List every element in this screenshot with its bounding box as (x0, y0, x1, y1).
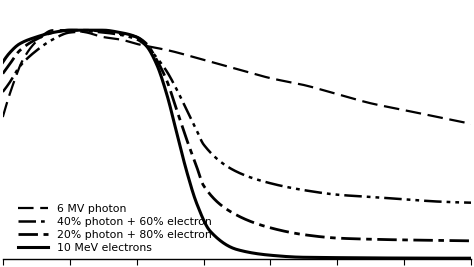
Legend: 6 MV photon, 40% photon + 60% electron, 20% photon + 80% electron, 10 MeV electr: 6 MV photon, 40% photon + 60% electron, … (13, 199, 216, 258)
